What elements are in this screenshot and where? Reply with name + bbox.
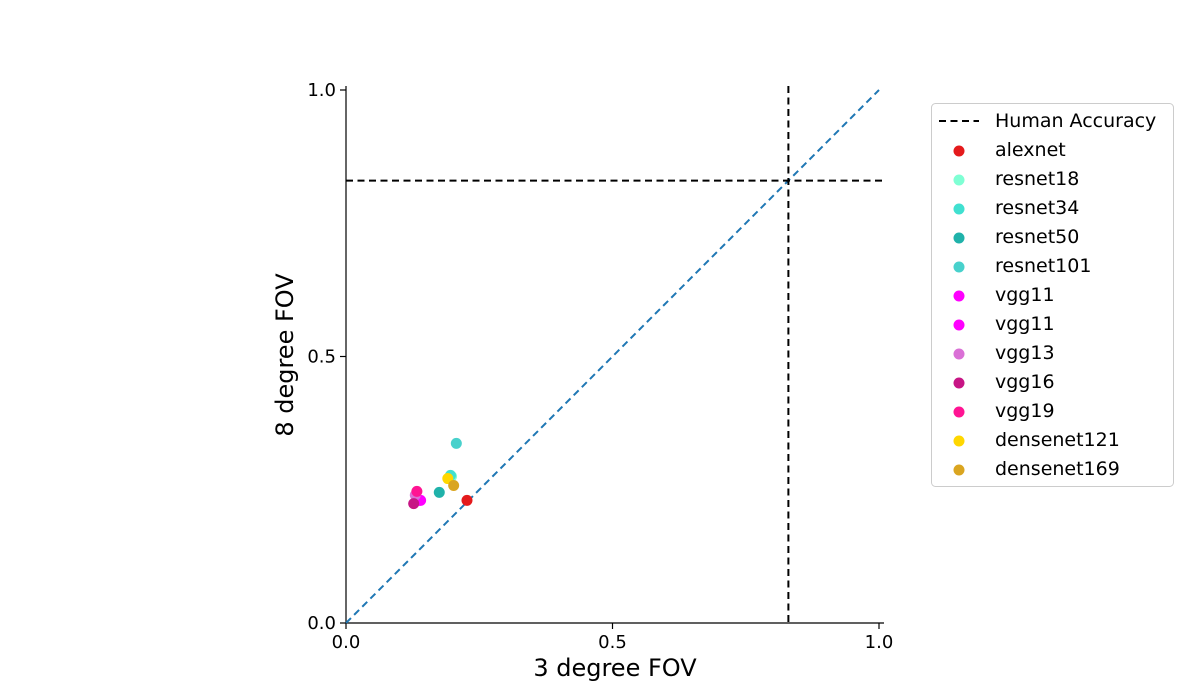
data-point-resnet101	[450, 437, 462, 449]
axis-ticks: 0.0 0.5 1.0 0.0 0.5 1.0	[307, 80, 893, 653]
legend-marker-vgg16	[953, 377, 965, 389]
y-tick-label: 0.0	[307, 613, 336, 634]
legend-label-resnet50: resnet50	[995, 226, 1079, 248]
data-points	[408, 437, 473, 510]
data-point-alexnet	[461, 494, 473, 506]
data-point-densenet169	[448, 479, 460, 491]
legend-label-densenet169: densenet169	[995, 458, 1120, 480]
legend-label-vgg16: vgg16	[995, 371, 1055, 393]
legend-marker-vgg11	[953, 319, 965, 331]
legend-marker-vgg19	[953, 406, 965, 418]
legend-label-vgg11: vgg11	[995, 284, 1055, 306]
legend-label-vgg13: vgg13	[995, 342, 1055, 364]
legend: Human Accuracy alexnet resnet18 resnet34 res…	[931, 103, 1174, 487]
data-point-vgg19	[411, 485, 423, 497]
legend-marker-densenet121	[953, 435, 965, 447]
y-tick-label: 0.5	[307, 347, 336, 368]
x-axis-title: 3 degree FOV	[533, 654, 697, 682]
data-point-resnet50	[433, 486, 445, 498]
legend-label-vgg19: vgg19	[995, 400, 1055, 422]
x-tick-label: 1.0	[865, 632, 894, 653]
legend-marker-resnet101	[953, 261, 965, 273]
legend-marker-resnet34	[953, 203, 965, 215]
legend-marker-resnet18	[953, 174, 965, 186]
diagonal-reference-line	[345, 89, 880, 624]
legend-marker-alexnet	[953, 145, 965, 157]
y-axis-title: 8 degree FOV	[271, 273, 299, 437]
legend-label-resnet18: resnet18	[995, 168, 1079, 190]
legend-marker-resnet50	[953, 232, 965, 244]
legend-marker-densenet169	[953, 464, 965, 476]
legend-label-densenet121: densenet121	[995, 429, 1120, 451]
legend-marker-vgg11	[953, 290, 965, 302]
x-tick-label: 0.0	[332, 632, 361, 653]
legend-label-vgg11: vgg11	[995, 313, 1055, 335]
x-tick-label: 0.5	[598, 632, 627, 653]
legend-label-resnet34: resnet34	[995, 197, 1079, 219]
legend-marker-vgg13	[953, 348, 965, 360]
legend-label-human-accuracy: Human Accuracy	[995, 110, 1156, 132]
y-tick-label: 1.0	[307, 80, 336, 101]
legend-label-resnet101: resnet101	[995, 255, 1091, 277]
legend-frame	[931, 103, 1174, 487]
legend-label-alexnet: alexnet	[995, 139, 1066, 161]
data-point-vgg16	[408, 498, 420, 510]
